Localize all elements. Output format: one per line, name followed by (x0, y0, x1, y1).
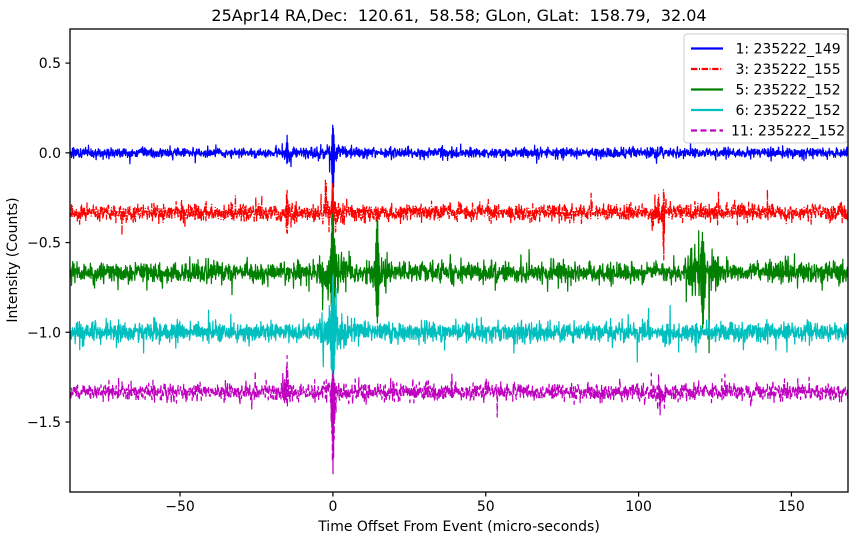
legend-item-label: 3: 235222_155 (731, 62, 841, 78)
legend-item: 11: 235222_152 (691, 124, 845, 140)
axes-border (69, 28, 849, 493)
series-layer (70, 124, 848, 475)
x-tick-label: 150 (778, 499, 805, 515)
x-tick-label: 50 (477, 499, 495, 515)
legend-item: 1: 235222_149 (691, 42, 841, 58)
x-axis-label: Time Offset From Event (micro-seconds) (317, 519, 600, 535)
y-tick-label: −0.5 (27, 236, 61, 252)
chart-title: 25Apr14 RA,Dec: 120.61, 58.58; GLon, GLa… (211, 6, 706, 25)
y-tick-label: −1.0 (27, 325, 61, 341)
legend-box (683, 33, 848, 144)
x-tick-label: 0 (328, 499, 337, 515)
trace-3 (70, 179, 848, 261)
legend-item-label: 6: 235222_152 (731, 103, 841, 119)
legend-item-label: 5: 235222_152 (731, 83, 841, 99)
trace-6 (70, 273, 848, 403)
trace-1 (70, 124, 848, 204)
y-tick-label: 0.0 (39, 146, 61, 162)
legend-item-label: 1: 235222_149 (731, 42, 841, 58)
x-tick-label: −50 (165, 499, 195, 515)
trace-5 (70, 212, 848, 354)
legend-item: 6: 235222_152 (691, 103, 841, 119)
x-tick-label: 100 (625, 499, 652, 515)
y-axis-label: Intensity (Counts) (5, 197, 21, 322)
y-tick-label: −1.5 (27, 415, 61, 431)
legend: 1: 235222_149 3: 235222_155 5: 235222_15… (683, 33, 848, 144)
ticks-layer: −50 0 50 100 150 0.5 0.0 −0.5 −1.0 −1.5 (27, 56, 805, 515)
y-tick-label: 0.5 (39, 56, 61, 72)
trace-11 (70, 354, 848, 475)
legend-item: 5: 235222_152 (691, 83, 841, 99)
legend-item-label: 11: 235222_152 (731, 124, 845, 140)
legend-item: 3: 235222_155 (691, 62, 841, 78)
